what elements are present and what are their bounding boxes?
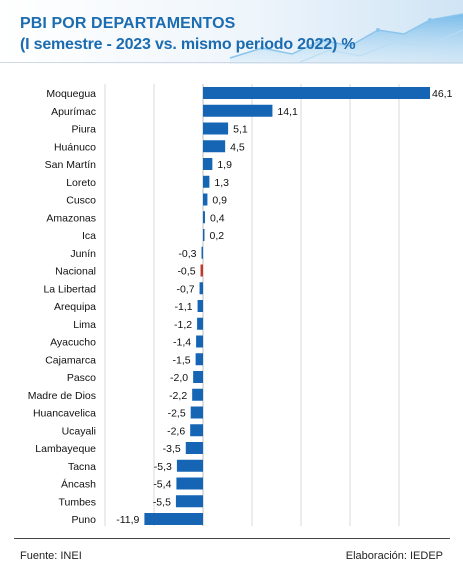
value-label: -0,7 bbox=[176, 283, 194, 295]
category-label: Ica bbox=[82, 230, 96, 242]
credit-note: Elaboración: IEDEP bbox=[345, 550, 443, 562]
category-label: Tacna bbox=[68, 461, 96, 473]
bar-nacional bbox=[200, 264, 203, 277]
category-label: Madre de Dios bbox=[28, 390, 96, 402]
bar-moquegua bbox=[203, 87, 430, 99]
bar-ica bbox=[203, 229, 205, 241]
value-label: 4,5 bbox=[230, 141, 245, 153]
value-label: -1,1 bbox=[174, 301, 192, 313]
value-label: -1,5 bbox=[173, 354, 191, 366]
footer-divider bbox=[14, 538, 450, 539]
bar-cajamarca bbox=[195, 353, 203, 366]
category-label: Amazonas bbox=[46, 212, 96, 224]
category-label: Ayacucho bbox=[50, 337, 96, 349]
value-label: -0,3 bbox=[178, 248, 196, 260]
bar-chart: Moquegua 46,1 Apurímac 14,1 Piura 5,1 Huánuco 4… bbox=[28, 84, 453, 526]
bar-loreto bbox=[203, 175, 210, 188]
value-label: -5,5 bbox=[153, 496, 171, 508]
bar-huancavelica bbox=[190, 406, 203, 419]
bars bbox=[144, 87, 430, 525]
bar-junín bbox=[201, 246, 204, 259]
header-divider bbox=[0, 62, 463, 63]
chart-header: PBI POR DEPARTAMENTOS (I semestre - 2023… bbox=[0, 0, 463, 64]
category-label: Junín bbox=[70, 248, 96, 260]
value-label: -2,0 bbox=[170, 372, 188, 384]
value-label: 0,9 bbox=[212, 195, 227, 207]
value-label: -5,3 bbox=[154, 461, 172, 473]
value-label: -1,2 bbox=[174, 319, 192, 331]
value-label: -2,6 bbox=[167, 425, 185, 437]
category-label: Piura bbox=[71, 124, 96, 136]
bar-ayacucho bbox=[196, 335, 203, 348]
value-label: -3,5 bbox=[163, 443, 181, 455]
category-label: Lima bbox=[73, 319, 96, 331]
bar-san-martín bbox=[203, 158, 213, 170]
category-label: Tumbes bbox=[58, 496, 96, 508]
bar-huánuco bbox=[203, 140, 226, 153]
labels: Moquegua 46,1 Apurímac 14,1 Piura 5,1 Huánuco 4… bbox=[28, 88, 453, 526]
bar-tumbes bbox=[175, 495, 203, 508]
category-label: Pasco bbox=[67, 372, 96, 384]
value-label: -5,4 bbox=[153, 479, 171, 491]
category-label: Cajamarca bbox=[45, 354, 96, 366]
category-label: Arequipa bbox=[54, 301, 96, 313]
source-note: Fuente: INEI bbox=[20, 550, 82, 562]
category-label: La Libertad bbox=[43, 283, 96, 295]
bar-apurímac bbox=[203, 104, 273, 117]
value-label: 46,1 bbox=[432, 88, 453, 100]
value-label: -0,5 bbox=[177, 266, 195, 278]
bar-pasco bbox=[193, 371, 203, 383]
value-label: 5,1 bbox=[233, 124, 248, 136]
category-label: San Martín bbox=[45, 159, 97, 171]
bar-tacna bbox=[176, 459, 203, 472]
category-label: Moquegua bbox=[46, 88, 96, 100]
bar-la-libertad bbox=[199, 282, 203, 295]
bar-piura bbox=[203, 122, 229, 135]
value-label: -11,9 bbox=[116, 514, 139, 526]
bar-cusco bbox=[203, 193, 208, 206]
bar-lima bbox=[197, 317, 203, 330]
category-label: Huánuco bbox=[54, 141, 96, 153]
value-label: 0,4 bbox=[210, 212, 225, 224]
category-label: Apurímac bbox=[51, 106, 96, 118]
bar-madre-de-dios bbox=[192, 388, 203, 401]
value-label: -2,2 bbox=[169, 390, 187, 402]
bar-arequipa bbox=[197, 300, 203, 312]
category-label: Cusco bbox=[66, 195, 96, 207]
category-label: Loreto bbox=[66, 177, 96, 189]
bar-puno bbox=[144, 513, 203, 525]
category-label: Áncash bbox=[61, 478, 96, 491]
bar-ucayali bbox=[190, 424, 203, 437]
value-label: 1,9 bbox=[217, 159, 232, 171]
category-label: Nacional bbox=[55, 266, 96, 278]
chart-title: PBI POR DEPARTAMENTOS bbox=[20, 15, 236, 32]
category-label: Puno bbox=[71, 514, 96, 526]
bar-amazonas bbox=[203, 211, 205, 224]
decorative-trend-graphic bbox=[0, 0, 463, 64]
category-label: Ucayali bbox=[62, 425, 96, 437]
value-label: -1,4 bbox=[173, 337, 191, 349]
bar-áncash bbox=[176, 477, 203, 490]
value-label: 14,1 bbox=[277, 106, 298, 118]
grid-lines bbox=[104, 84, 400, 526]
bar-lambayeque bbox=[185, 442, 203, 454]
value-label: 0,2 bbox=[210, 230, 225, 242]
value-label: -2,5 bbox=[168, 408, 186, 420]
value-label: 1,3 bbox=[214, 177, 229, 189]
chart-subtitle: (I semestre - 2023 vs. mismo periodo 202… bbox=[20, 36, 356, 53]
category-label: Lambayeque bbox=[35, 443, 96, 455]
category-label: Huancavelica bbox=[33, 408, 96, 420]
